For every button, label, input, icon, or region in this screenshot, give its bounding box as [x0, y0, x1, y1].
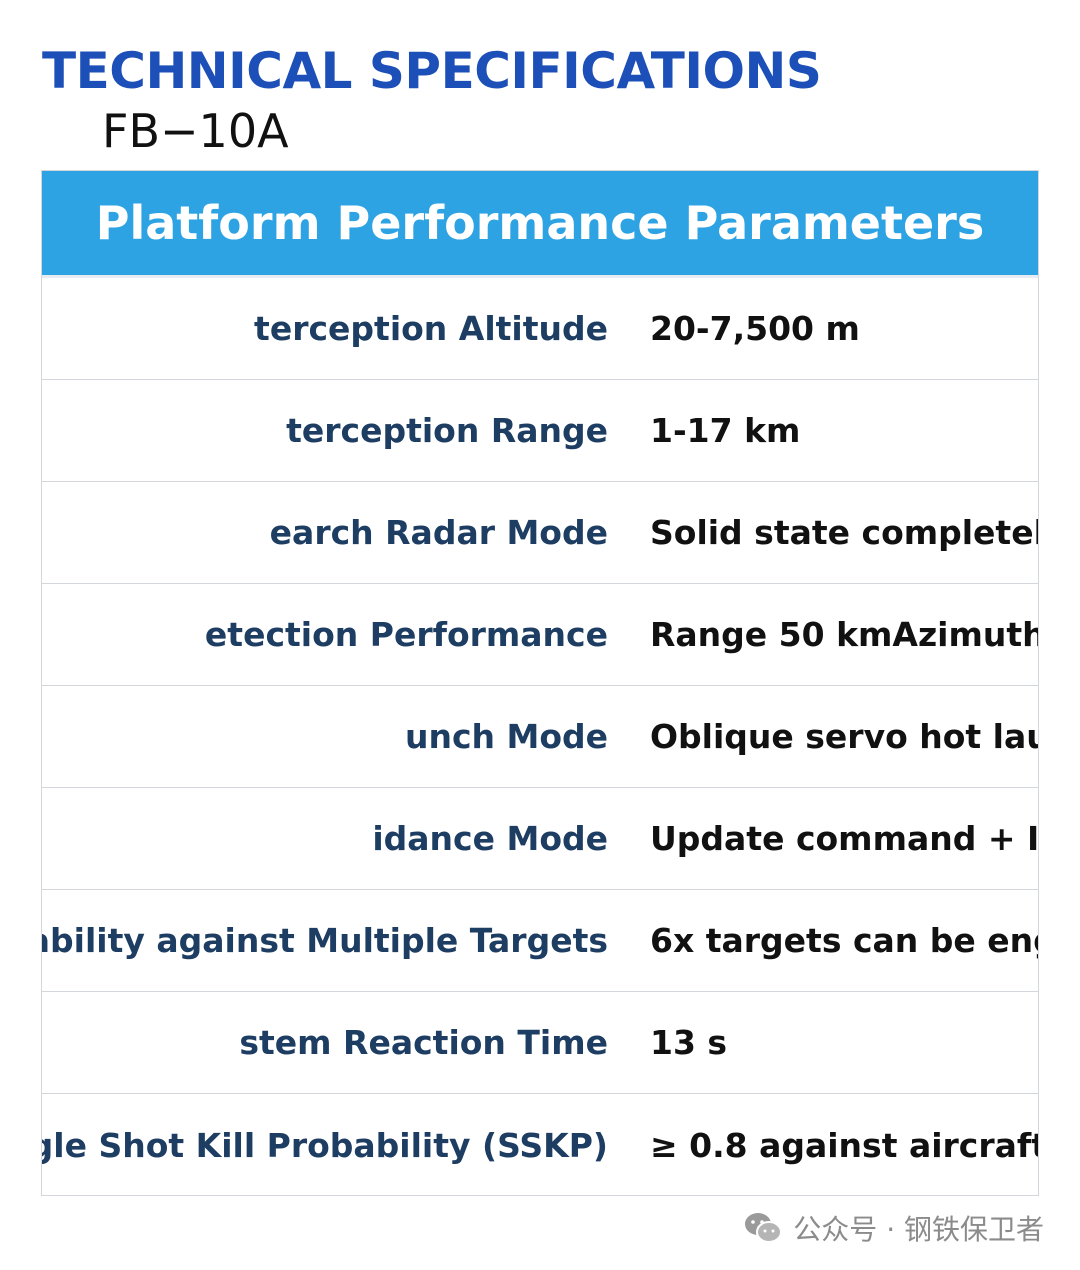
spec-value: 6x targets can be enga	[650, 921, 1039, 960]
table-row: terception Altitude 20-7,500 m	[42, 278, 1038, 380]
table-row: idance Mode Update command + IR	[42, 788, 1038, 890]
spec-value: Update command + IR	[650, 819, 1039, 858]
spec-value: 13 s	[650, 1023, 728, 1062]
table-row: etection Performance Range 50 kmAzimuth …	[42, 584, 1038, 686]
spec-value: ≥ 0.8 against aircraft ta	[650, 1125, 1039, 1165]
spec-label: etection Performance	[204, 615, 608, 654]
spec-value: Solid state completely	[650, 513, 1039, 552]
table-body: terception Altitude 20-7,500 m terceptio…	[41, 278, 1039, 1195]
spec-label: idance Mode	[372, 819, 608, 858]
spec-label: ngle Shot Kill Probability (SSKP)	[41, 1125, 608, 1165]
spec-label: earch Radar Mode	[269, 513, 608, 552]
page-title: TECHNICAL SPECIFICATIONS	[42, 42, 822, 100]
spec-label: terception Altitude	[254, 309, 608, 348]
wechat-icon	[743, 1211, 783, 1245]
spec-label: pability against Multiple Targets	[41, 921, 608, 960]
spec-value: 1-17 km	[650, 411, 801, 450]
table-row: unch Mode Oblique servo hot laun	[42, 686, 1038, 788]
spec-table: Platform Performance Parameters tercepti…	[41, 170, 1039, 1196]
watermark-text: 公众号 · 钢铁保卫者	[793, 1213, 1044, 1246]
spec-label: stem Reaction Time	[239, 1023, 608, 1062]
table-header: Platform Performance Parameters	[42, 171, 1038, 278]
spec-label: terception Range	[286, 411, 608, 450]
table-heading: Platform Performance Parameters	[95, 196, 985, 250]
spec-value: Range 50 kmAzimuth (	[650, 615, 1039, 654]
table-row: ngle Shot Kill Probability (SSKP) ≥ 0.8 …	[41, 1094, 1039, 1195]
table-row: terception Range 1-17 km	[42, 380, 1038, 482]
spec-value: Oblique servo hot laun	[650, 717, 1039, 756]
watermark: 公众号 · 钢铁保卫者	[743, 1208, 1044, 1248]
page-subtitle: FB−10A	[102, 104, 289, 158]
spec-value: 20-7,500 m	[650, 309, 860, 348]
table-row: pability against Multiple Targets 6x tar…	[42, 890, 1038, 992]
spec-label: unch Mode	[404, 717, 608, 756]
table-row: earch Radar Mode Solid state completely	[42, 482, 1038, 584]
table-row: stem Reaction Time 13 s	[42, 992, 1038, 1094]
